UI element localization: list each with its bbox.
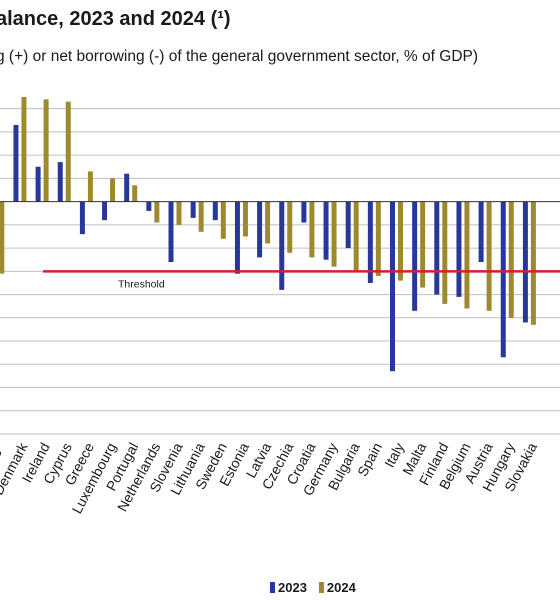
bar-2024-Italy [398, 201, 403, 281]
bar-2024-Hungary [508, 201, 514, 318]
bar-2023-Greece [79, 201, 85, 235]
bar-2023-Finland [434, 201, 440, 295]
bar-2023-Portugal [124, 173, 130, 202]
legend-item-2023: 2023 [270, 580, 307, 595]
bar-2023-Czechia [279, 201, 285, 290]
chart-legend: 2023 2024 [270, 580, 364, 595]
bar-2024-Denmark [21, 97, 27, 202]
bar-2024-Belgium [464, 201, 470, 309]
bar-2023-Sweden [212, 201, 218, 221]
bar-2024-Estonia [242, 201, 248, 237]
legend-swatch-2023 [270, 582, 275, 593]
bar-2024-Luxembourg [110, 178, 116, 202]
bar-2023-Slovakia [522, 201, 528, 323]
bar-2024-Bulgaria [353, 201, 359, 272]
bar-2024-Slovenia [176, 201, 182, 225]
bar-2023-Estonia [234, 201, 240, 274]
bar-2023-Spain [367, 201, 373, 283]
chart-subtitle: g (+) or net borrowing (-) of the genera… [0, 48, 479, 65]
bar-2024-Latvia [265, 201, 271, 244]
bar-2023-Luxembourg [102, 201, 108, 221]
bar-2024-Greece [87, 171, 93, 202]
bar-2024-Germany [331, 201, 337, 267]
bar-2024-Ireland [43, 99, 49, 202]
bar-2024-cut-off [0, 201, 5, 274]
bar-2023-Hungary [500, 201, 506, 358]
bar-2024-Portugal [132, 185, 138, 202]
bar-2024-Netherlands [154, 201, 160, 223]
bar-2023-Lithuania [190, 201, 196, 218]
bar-2024-Slovakia [530, 201, 536, 325]
bar-2023-Netherlands [146, 201, 152, 211]
bar-2024-Austria [486, 201, 492, 311]
bar-2023-Belgium [456, 201, 462, 297]
threshold-label: Threshold [118, 278, 165, 290]
bar-2024-Finland [442, 201, 448, 304]
chart-title: alance, 2023 and 2024 (¹) [0, 8, 231, 30]
x-tick-label-cut-off: s [0, 446, 5, 460]
bar-2023-Ireland [35, 166, 41, 202]
bar-2023-Cyprus [57, 162, 63, 202]
bar-2023-Malta [412, 201, 418, 311]
bar-2024-Cyprus [65, 101, 71, 202]
bar-2024-Czechia [287, 201, 293, 253]
bar-2024-Croatia [309, 201, 315, 258]
bar-2023-Denmark [13, 124, 19, 202]
bar-2023-Croatia [301, 201, 307, 223]
bar-2024-Sweden [220, 201, 226, 239]
bar-2024-Malta [420, 201, 426, 288]
bar-2024-Spain [375, 201, 381, 276]
bar-2023-Italy [390, 201, 395, 372]
legend-label-2024: 2024 [326, 580, 356, 595]
bar-2023-Bulgaria [345, 201, 351, 249]
bar-2023-Latvia [257, 201, 263, 258]
bar-2023-Slovenia [168, 201, 174, 263]
legend-label-2023: 2023 [278, 580, 307, 595]
bar-2023-Germany [323, 201, 329, 260]
bar-2024-Lithuania [198, 201, 204, 232]
bar-2023-Austria [478, 201, 484, 263]
legend-item-2024: 2024 [318, 580, 356, 595]
legend-swatch-2024 [318, 582, 324, 593]
